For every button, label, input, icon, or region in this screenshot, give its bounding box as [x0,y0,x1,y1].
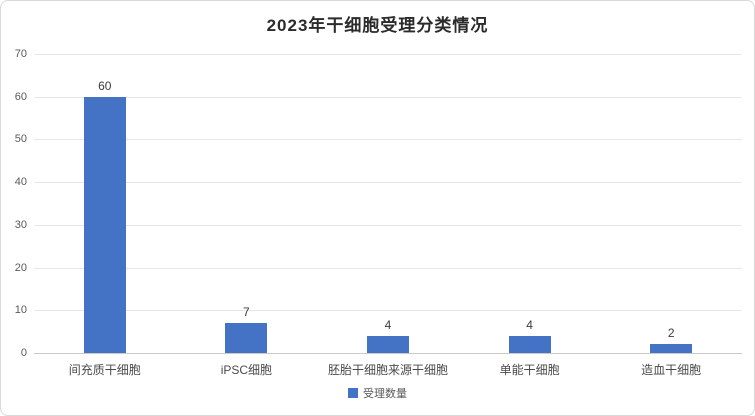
y-tick-label: 0 [20,347,27,359]
gridline [34,182,742,184]
gridline [34,139,742,141]
legend-swatch-icon [348,388,358,398]
category-label: 单能干细胞 [499,363,560,377]
legend[interactable]: 受理数量 [1,385,754,401]
x-axis-line [34,353,742,354]
gridline [34,267,742,269]
bar[interactable] [650,344,693,353]
category-label: 造血干细胞 [641,363,702,377]
bar[interactable] [366,335,409,353]
bar-value-label: 4 [526,317,533,332]
category-label: 胚胎干细胞来源干细胞 [327,363,448,377]
chart-title: 2023年干细胞受理分类情况 [266,16,489,35]
category-slot: 4 单能干细胞 [459,54,601,377]
bar-value-label: 7 [243,305,250,320]
category-slot: 4 胚胎干细胞来源干细胞 [317,54,459,377]
bar[interactable] [225,323,268,353]
bar-value-label: 60 [98,78,112,93]
y-tick-label: 70 [14,48,27,60]
y-tick-label: 60 [14,90,27,103]
category-slot: 2 造血干细胞 [600,54,742,377]
category-label: iPSC细胞 [220,363,273,377]
category-slot: 7 iPSC细胞 [176,54,318,377]
bar-value-label: 4 [384,317,392,332]
bar-value-label: 2 [667,326,675,341]
gridline [34,54,742,55]
category-label: 间充质干细胞 [68,363,141,377]
bar[interactable] [83,96,126,353]
legend-label: 受理数量 [363,388,407,400]
gridline [34,224,742,226]
y-tick-label: 50 [14,133,27,146]
category-slot: 60 间充质干细胞 [34,54,176,377]
bar-chart-plot-area: 0 10 20 30 40 50 60 70 60 间充质干细胞 7 iPSC细胞 4 胚胎干细胞来源干… [15,48,742,377]
bar[interactable] [508,335,551,353]
y-tick-label: 30 [14,218,27,231]
y-tick-label: 20 [14,261,27,274]
y-tick-label: 10 [14,304,27,317]
y-tick-label: 40 [14,176,27,189]
gridline [34,310,742,312]
gridline [34,96,742,98]
